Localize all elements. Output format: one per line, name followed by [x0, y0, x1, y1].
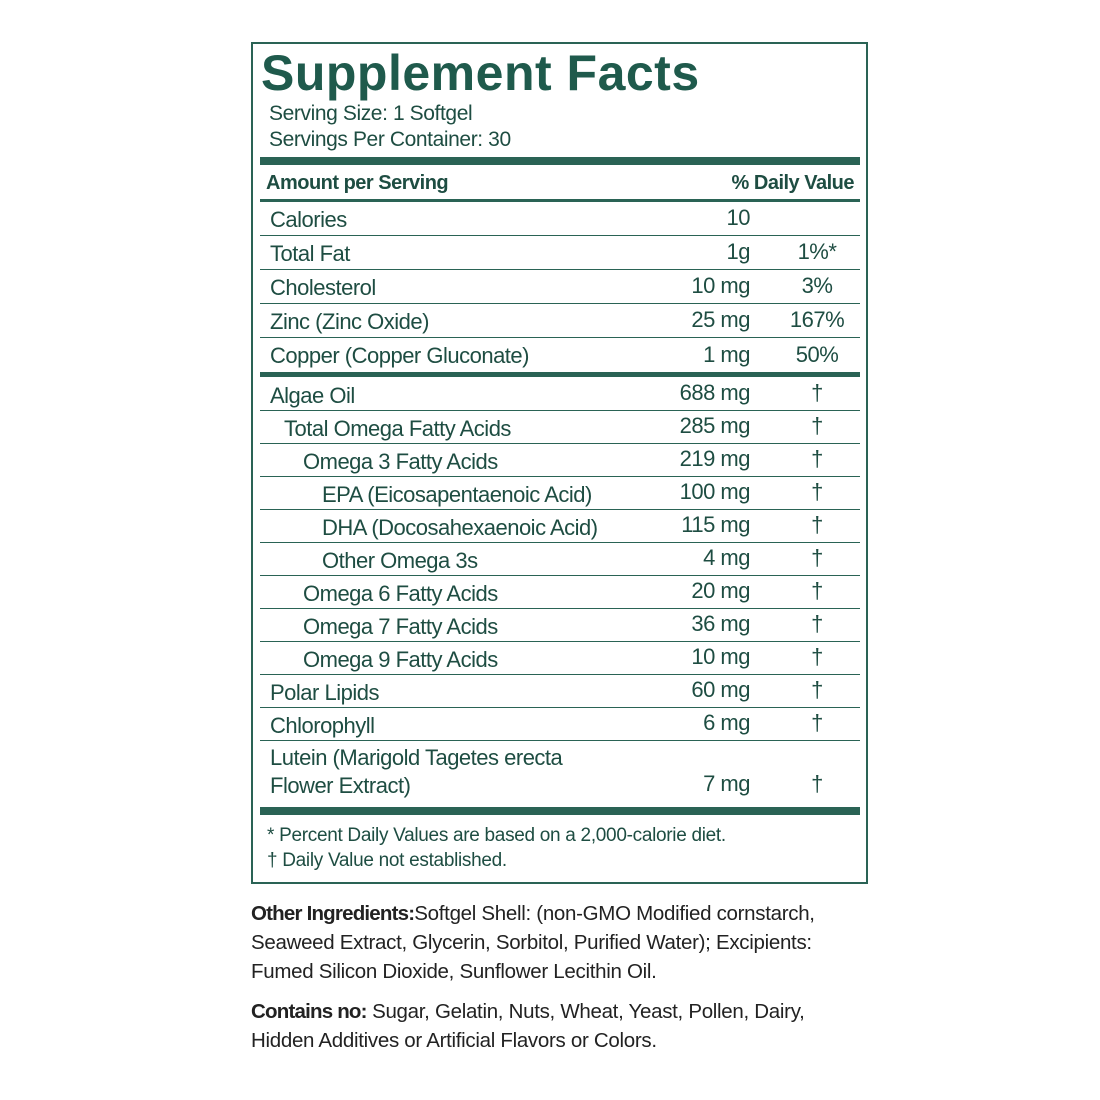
nutrient-group: Calories 10 Total Fat 1g 1%* Cholesterol 10 mg…: [260, 202, 860, 372]
supplement-facts-panel: Supplement Facts Serving Size: 1 Softgel…: [251, 42, 868, 884]
nutrient-name: Total Omega Fatty Acids: [284, 416, 511, 441]
nutrient-row: Other Omega 3s 4 mg †: [260, 543, 860, 576]
thick-rule: [260, 157, 860, 165]
daily-value: 167%: [789, 307, 845, 332]
nutrient-name: EPA (Eicosapentaenoic Acid): [322, 482, 592, 507]
amount: 10 mg: [691, 273, 750, 298]
nutrient-row: Cholesterol 10 mg 3%: [260, 270, 860, 304]
thick-rule: [260, 807, 860, 815]
daily-value: †: [811, 446, 823, 471]
daily-value: †: [811, 545, 823, 570]
amount: 100 mg: [679, 479, 751, 504]
nutrient-name: Total Fat: [270, 241, 350, 266]
amount: 10 mg: [691, 644, 750, 669]
amount: 6 mg: [703, 710, 750, 735]
nutrient-name: Polar Lipids: [270, 680, 379, 705]
nutrient-name: DHA (Docosahexaenoic Acid): [322, 515, 598, 540]
amount: 7 mg: [703, 771, 750, 796]
amount: 688 mg: [679, 380, 751, 405]
nutrient-row: Omega 6 Fatty Acids 20 mg †: [260, 576, 860, 609]
ingredient-group: Algae Oil 688 mg † Total Omega Fatty Acids 2…: [260, 378, 860, 801]
text: Sugar, Gelatin, Nuts, Wheat, Yeast, Poll…: [251, 1000, 805, 1052]
nutrient-name: Zinc (Zinc Oxide): [270, 309, 429, 334]
nutrient-row: DHA (Docosahexaenoic Acid) 115 mg †: [260, 510, 860, 543]
daily-value: 50%: [795, 342, 839, 367]
rule: [260, 199, 860, 202]
nutrient-name: Calories: [270, 207, 347, 232]
nutrient-name: Omega 3 Fatty Acids: [303, 449, 498, 474]
daily-value: †: [811, 413, 823, 438]
amount: 36 mg: [691, 611, 750, 636]
daily-value: †: [811, 380, 823, 405]
amount: 60 mg: [691, 677, 750, 702]
daily-value: †: [811, 644, 823, 669]
nutrient-row: Zinc (Zinc Oxide) 25 mg 167%: [260, 304, 860, 338]
amount: 25 mg: [691, 307, 750, 332]
daily-value: †: [811, 677, 823, 702]
column-header: Amount per Serving % Daily Value: [260, 166, 860, 200]
nutrient-name: Omega 7 Fatty Acids: [303, 614, 498, 639]
nutrient-row: Chlorophyll 6 mg †: [260, 708, 860, 741]
daily-value: †: [811, 578, 823, 603]
label: Other Ingredients:: [251, 902, 415, 925]
nutrient-row: EPA (Eicosapentaenoic Acid) 100 mg †: [260, 477, 860, 510]
daily-value: †: [811, 611, 823, 636]
servings-per-container: Servings Per Container: 30: [269, 128, 511, 151]
amount: 115 mg: [681, 512, 750, 537]
label: Contains no:: [251, 1000, 367, 1023]
nutrient-name: Omega 6 Fatty Acids: [303, 581, 498, 606]
daily-value: 3%: [801, 273, 833, 298]
title: Supplement Facts: [261, 45, 700, 101]
daily-value: 1%*: [797, 239, 837, 264]
amount: 10: [726, 205, 751, 230]
nutrient-row: Total Omega Fatty Acids 285 mg †: [260, 411, 860, 444]
nutrient-row: Copper (Copper Gluconate) 1 mg 50%: [260, 338, 860, 372]
nutrient-name: Cholesterol: [270, 275, 376, 300]
nutrient-name: Omega 9 Fatty Acids: [303, 647, 498, 672]
nutrient-row: Omega 9 Fatty Acids 10 mg †: [260, 642, 860, 675]
daily-value: †: [811, 512, 823, 537]
amount: 285 mg: [679, 413, 751, 438]
amount-header: Amount per Serving: [266, 172, 449, 194]
amount: 20 mg: [691, 578, 750, 603]
contains-no: Contains no: Sugar, Gelatin, Nuts, Wheat…: [251, 997, 871, 1055]
daily-value: †: [811, 710, 823, 735]
text: Softgel Shell: (non-GMO Modified cornsta…: [251, 902, 815, 983]
nutrient-name: Algae Oil: [270, 383, 355, 408]
daily-value: †: [811, 771, 823, 796]
nutrient-row: Omega 7 Fatty Acids 36 mg †: [260, 609, 860, 642]
nutrient-row: Omega 3 Fatty Acids 219 mg †: [260, 444, 860, 477]
nutrient-row: Polar Lipids 60 mg †: [260, 675, 860, 708]
nutrient-row: Lutein (Marigold Tagetes erecta Flower E…: [260, 741, 860, 801]
nutrient-row: Total Fat 1g 1%*: [260, 236, 860, 270]
serving-size: Serving Size: 1 Softgel: [269, 102, 473, 125]
nutrient-name: Chlorophyll: [270, 713, 375, 738]
amount: 1g: [726, 239, 751, 264]
amount: 219 mg: [679, 446, 751, 471]
daily-value-header: % Daily Value: [731, 172, 855, 194]
footnote: † Daily Value not established.: [267, 850, 507, 871]
nutrient-name: Copper (Copper Gluconate): [270, 343, 529, 368]
thick-rule: [260, 372, 860, 377]
nutrient-row: Calories 10: [260, 202, 860, 236]
daily-value: †: [811, 479, 823, 504]
amount: 1 mg: [703, 342, 750, 367]
nutrient-row: Algae Oil 688 mg †: [260, 378, 860, 411]
footnote: * Percent Daily Values are based on a 2,…: [267, 825, 726, 846]
amount: 4 mg: [703, 545, 750, 570]
nutrient-name: Other Omega 3s: [322, 548, 478, 573]
nutrient-name: Lutein (Marigold Tagetes erecta Flower E…: [270, 745, 563, 798]
other-ingredients: Other Ingredients:Softgel Shell: (non-GM…: [251, 899, 871, 986]
